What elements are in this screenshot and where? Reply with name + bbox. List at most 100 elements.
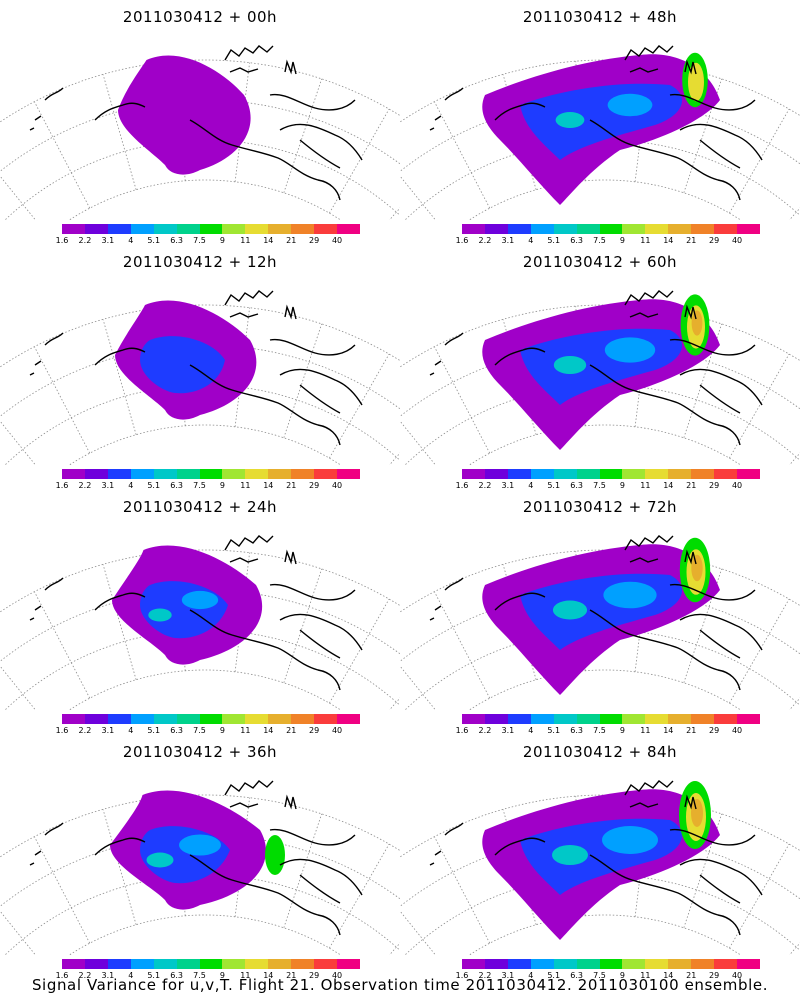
polar-map: [0, 290, 400, 465]
colorbar-swatch: [622, 959, 646, 969]
colorbar-swatch: [130, 714, 154, 724]
colorbar-label: 11: [240, 971, 251, 980]
map-panel: 2011030412 + 72h 1.6 2.2 3.1 4 5.1 6.3 7.5 9 11 14…: [400, 490, 800, 735]
colorbar-swatch: [691, 714, 715, 724]
colorbar-label: 29: [709, 726, 720, 735]
colorbar-label: 7.5: [193, 236, 206, 245]
colorbar-label: 29: [309, 236, 320, 245]
colorbar-swatch: [507, 469, 531, 479]
colorbar-label: 9: [619, 971, 625, 980]
colorbar-swatch: [645, 469, 669, 479]
colorbar-label: 21: [286, 481, 297, 490]
colorbar-swatch: [314, 224, 338, 234]
colorbar-label: 9: [219, 236, 225, 245]
colorbar-label: 14: [263, 726, 274, 735]
colorbar-label: 9: [619, 236, 625, 245]
variance-field: [115, 300, 257, 420]
colorbar-swatch: [153, 714, 177, 724]
colorbar-swatch: [691, 959, 715, 969]
colorbar-swatch: [484, 714, 508, 724]
colorbar-labels: 1.6 2.2 3.1 4 5.1 6.3 7.5 9 11 14 21 29 40: [56, 726, 360, 736]
colorbar-labels: 1.6 2.2 3.1 4 5.1 6.3 7.5 9 11 14 21 29 40: [456, 726, 760, 736]
colorbar-swatch: [245, 469, 269, 479]
colorbar-label: 40: [731, 971, 743, 980]
colorbar-swatch: [291, 224, 315, 234]
colorbar-labels: 1.6 2.2 3.1 4 5.1 6.3 7.5 9 11 14 21 29 40: [56, 971, 360, 981]
colorbar-label: 21: [286, 236, 297, 245]
colorbar-swatch: [62, 469, 85, 479]
colorbar-label: 5.1: [547, 481, 561, 490]
colorbar-label: 5.1: [147, 236, 161, 245]
colorbar-label: 7.5: [593, 236, 606, 245]
colorbar-swatch: [84, 469, 108, 479]
colorbar-label: 40: [331, 726, 343, 735]
colorbar-swatch: [130, 959, 154, 969]
colorbar-swatch: [314, 959, 338, 969]
colorbar-swatch: [176, 469, 200, 479]
colorbar-swatch: [668, 714, 692, 724]
colorbar: [62, 224, 360, 234]
colorbar-swatch: [199, 224, 223, 234]
polar-map: [400, 45, 800, 220]
colorbar-label: 3.1: [101, 971, 115, 980]
colorbar-label: 4: [128, 481, 134, 490]
colorbar-swatch: [553, 224, 577, 234]
panel-title: 2011030412 + 72h: [522, 498, 678, 516]
colorbar-swatch: [714, 714, 738, 724]
colorbar-label: 9: [219, 481, 225, 490]
panel-title: 2011030412 + 48h: [522, 8, 678, 26]
colorbar-label: 5.1: [547, 726, 561, 735]
colorbar-label: 7.5: [193, 726, 206, 735]
map-panel: 2011030412 + 84h 1.6 2.2 3.1 4 5.1 6.3 7.5 9 11 14…: [400, 735, 800, 980]
colorbar-swatch: [107, 469, 131, 479]
panel-title: 2011030412 + 00h: [122, 8, 278, 26]
colorbar-label: 5.1: [147, 971, 161, 980]
colorbar-swatch: [576, 714, 600, 724]
colorbar-swatch: [130, 469, 154, 479]
colorbar-swatch: [245, 224, 269, 234]
colorbar-label: 1.6: [55, 726, 69, 735]
colorbar-swatch: [176, 224, 200, 234]
colorbar-labels: 1.6 2.2 3.1 4 5.1 6.3 7.5 9 11 14 21 29 40: [56, 236, 360, 246]
colorbar-label: 14: [663, 726, 674, 735]
colorbar-label: 4: [128, 236, 134, 245]
polar-map: [0, 45, 400, 220]
colorbar-swatch: [222, 224, 246, 234]
colorbar-label: 1.6: [55, 236, 69, 245]
colorbar-swatch: [62, 714, 85, 724]
colorbar-swatch: [553, 714, 577, 724]
colorbar-label: 1.6: [455, 726, 469, 735]
polar-map: [400, 535, 800, 710]
polar-map: [0, 780, 400, 955]
panel-title: 2011030412 + 60h: [522, 253, 678, 271]
colorbar-swatch: [268, 714, 292, 724]
colorbar-swatch: [84, 959, 108, 969]
colorbar-swatch: [337, 224, 360, 234]
polar-map: [400, 290, 800, 465]
colorbar-swatch: [553, 469, 577, 479]
colorbar-label: 11: [640, 481, 651, 490]
colorbar-label: 6.3: [570, 236, 583, 245]
colorbar-swatch: [199, 469, 223, 479]
colorbar-swatch: [507, 959, 531, 969]
colorbar-label: 3.1: [501, 236, 515, 245]
colorbar: [462, 224, 760, 234]
colorbar-swatch: [737, 959, 760, 969]
colorbar-swatch: [337, 959, 360, 969]
colorbar-label: 21: [686, 236, 697, 245]
colorbar-label: 7.5: [193, 481, 206, 490]
coastlines: [29, 45, 363, 201]
variance-field: [110, 790, 285, 910]
colorbar-swatch: [314, 714, 338, 724]
colorbar-swatch: [622, 714, 646, 724]
colorbar-swatch: [599, 714, 623, 724]
colorbar-swatch: [245, 959, 269, 969]
colorbar-label: 3.1: [501, 481, 515, 490]
colorbar-label: 21: [286, 971, 297, 980]
colorbar-label: 3.1: [501, 971, 515, 980]
colorbar-label: 11: [640, 236, 651, 245]
colorbar-swatch: [153, 224, 177, 234]
colorbar-swatch: [645, 714, 669, 724]
colorbar-swatch: [222, 714, 246, 724]
panel-title: 2011030412 + 12h: [122, 253, 278, 271]
